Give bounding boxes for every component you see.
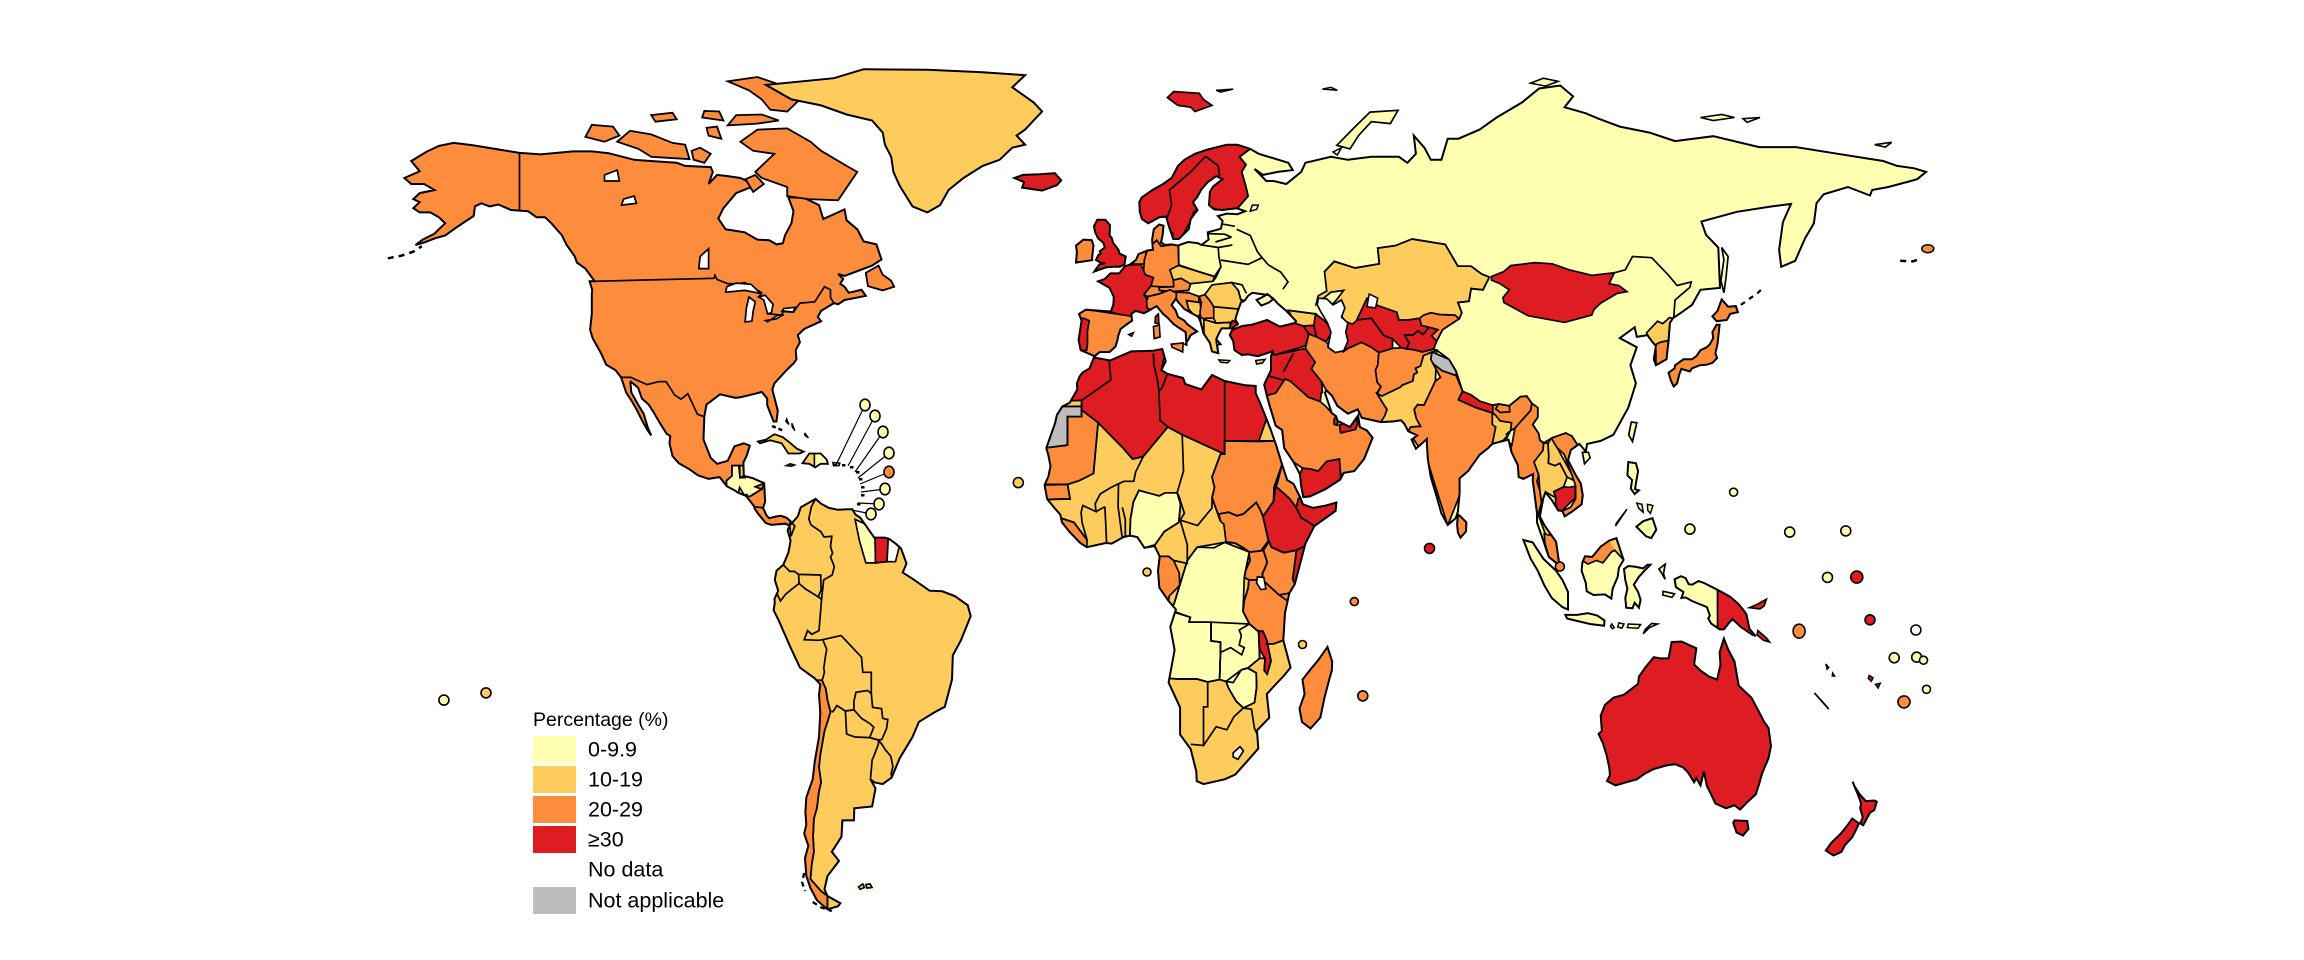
svg-text:10-19: 10-19: [588, 768, 643, 792]
svg-text:≥30: ≥30: [588, 828, 624, 852]
svg-text:Not applicable: Not applicable: [588, 889, 724, 913]
svg-text:No data: No data: [588, 858, 663, 882]
svg-text:20-29: 20-29: [588, 798, 643, 822]
svg-text:0-9.9: 0-9.9: [588, 738, 637, 762]
svg-text:Percentage (%): Percentage (%): [533, 709, 668, 731]
